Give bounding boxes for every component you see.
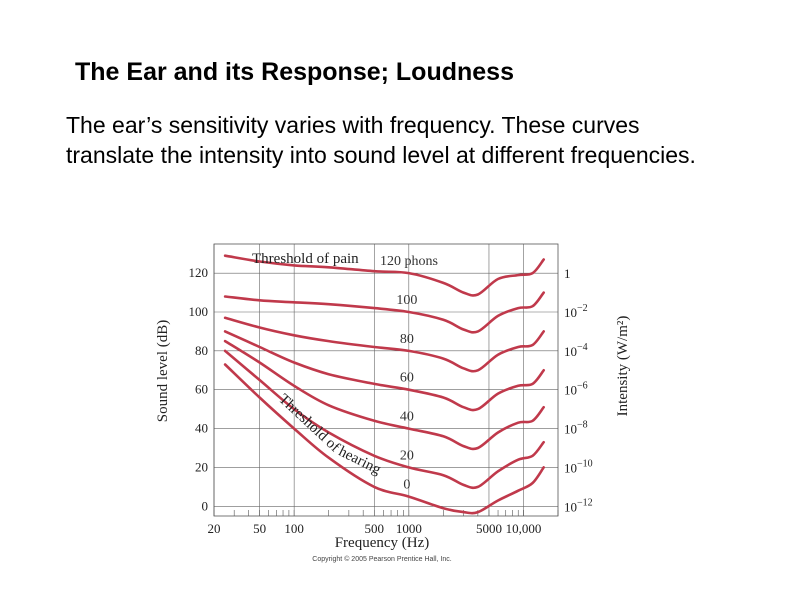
- x-tick-label: 1000: [396, 521, 422, 536]
- y2-tick-exponent: −12: [577, 497, 593, 508]
- y-tick-label: 120: [189, 265, 209, 280]
- curve-labels: 120 phons 100 80 60 40 20 0: [380, 254, 438, 492]
- pain-annotation: Threshold of pain: [252, 251, 359, 267]
- y2-tick-label: 10−4: [564, 342, 588, 359]
- curve-label-2: 80: [400, 332, 414, 347]
- chart-grid: [213, 243, 559, 517]
- plot-frame: [213, 243, 559, 517]
- slide-body-text: The ear’s sensitivity varies with freque…: [66, 112, 696, 168]
- chart-curves: [223, 254, 545, 515]
- curve-label-4: 40: [400, 410, 414, 425]
- x-axis-ticks: 20 50 100 500 1000 5000 10,000: [208, 521, 542, 536]
- x-tick-label: 50: [253, 521, 266, 536]
- x-tick-label: 5000: [476, 521, 502, 536]
- y-tick-label: 60: [195, 382, 208, 397]
- x-axis-label: Frequency (Hz): [335, 535, 430, 551]
- y2-axis-ticks: 1 10−2 10−4 10−6 10−8 10−10 10−12: [564, 266, 593, 514]
- curve-label-0: 120 phons: [380, 254, 438, 269]
- curve-2: [223, 316, 545, 373]
- curve-6: [223, 363, 545, 515]
- curve-label-1: 100: [396, 293, 417, 308]
- curve-3: [223, 330, 545, 412]
- y2-axis-label: Intensity (W/m²): [615, 316, 631, 417]
- y-axis-ticks: 0 20 40 60 80 100 120: [189, 265, 209, 513]
- y-tick-label: 100: [189, 304, 209, 319]
- x-tick-label: 10,000: [506, 521, 542, 536]
- y2-tick-label: 10−12: [564, 497, 593, 514]
- x-tick-label: 100: [284, 521, 304, 536]
- y-tick-label: 0: [202, 498, 209, 513]
- y-tick-label: 80: [195, 343, 208, 358]
- curve-0: [223, 254, 545, 297]
- y2-tick-exponent: −2: [577, 303, 588, 314]
- y2-tick-exponent: −10: [577, 458, 593, 469]
- copyright-text: Copyright © 2005 Pearson Prentice Hall, …: [312, 555, 451, 563]
- y2-tick-label: 10−8: [564, 420, 588, 437]
- y2-tick-label: 10−10: [564, 458, 593, 475]
- curve-4: [223, 339, 545, 451]
- y2-tick-label: 10−6: [564, 381, 588, 398]
- curve-label-5: 20: [400, 448, 414, 463]
- curve-1: [223, 291, 545, 334]
- y2-tick-exponent: −8: [577, 420, 588, 431]
- y2-tick-label: 1: [564, 266, 571, 281]
- y-tick-label: 20: [195, 459, 208, 474]
- loudness-chart: 20 50 100 500 1000 5000 10,000 020406080100120…: [155, 243, 631, 563]
- curve-5: [223, 349, 545, 490]
- y-axis-label: Sound level (dB): [155, 320, 171, 423]
- x-tick-label: 20: [208, 521, 221, 536]
- curve-label-6: 0: [403, 478, 410, 493]
- x-tick-label: 500: [365, 521, 385, 536]
- y-tick-label: 40: [195, 421, 208, 436]
- curve-label-3: 60: [400, 371, 414, 386]
- y2-tick-label: 10−2: [564, 303, 588, 320]
- slide-title: The Ear and its Response; Loudness: [75, 58, 514, 86]
- y2-tick-exponent: −6: [577, 381, 588, 392]
- y2-tick-exponent: −4: [577, 342, 588, 353]
